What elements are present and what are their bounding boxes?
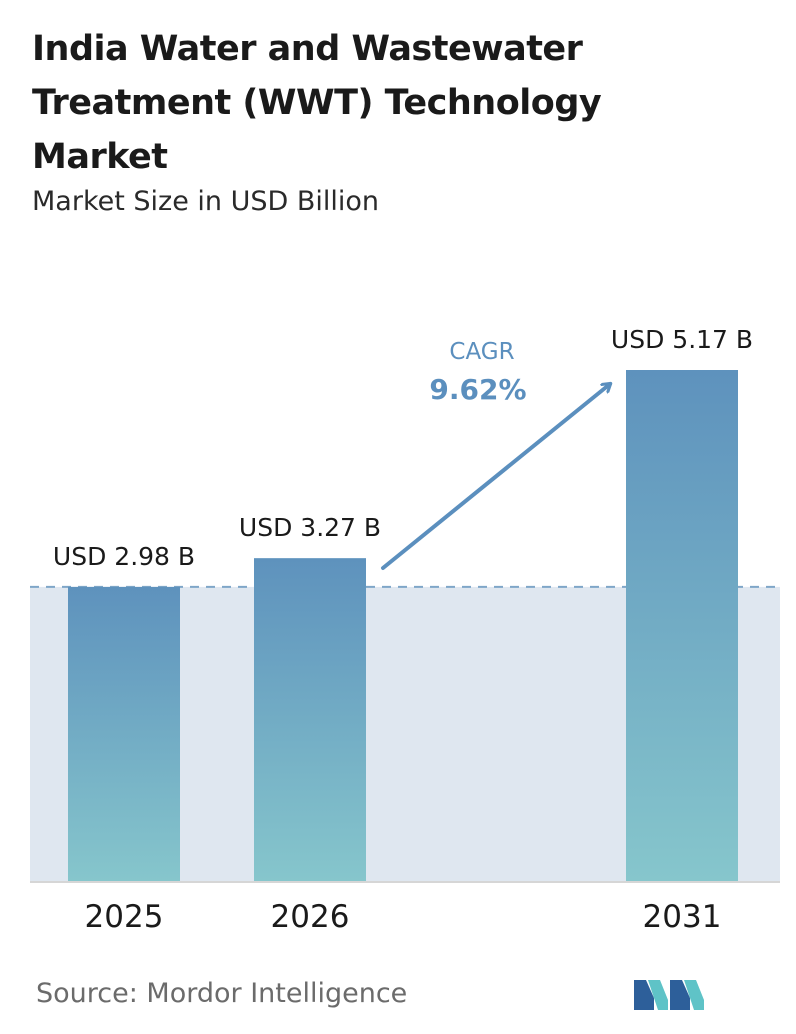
- cagr-arrow: [381, 384, 610, 570]
- chart-subtitle: Market Size in USD Billion: [32, 186, 380, 217]
- value-label-2025: USD 2.98 B: [53, 542, 195, 571]
- bar-2031: [626, 370, 738, 882]
- cagr-value: 9.62%: [429, 373, 526, 406]
- bar-2026: [254, 558, 366, 882]
- value-label-2026: USD 3.27 B: [239, 513, 381, 542]
- source-text: Source: Mordor Intelligence: [36, 978, 408, 1009]
- x-tick-label-2026: 2026: [271, 899, 350, 935]
- bar-2025: [68, 586, 180, 882]
- value-label-2031: USD 5.17 B: [611, 325, 753, 354]
- mordor-intelligence-logo-icon: [634, 980, 704, 1010]
- x-tick-label-2031: 2031: [643, 899, 722, 935]
- x-tick-label-2025: 2025: [85, 899, 164, 935]
- chart-title: India Water and Wastewater Treatment (WW…: [32, 29, 602, 177]
- cagr-label: CAGR: [449, 339, 514, 365]
